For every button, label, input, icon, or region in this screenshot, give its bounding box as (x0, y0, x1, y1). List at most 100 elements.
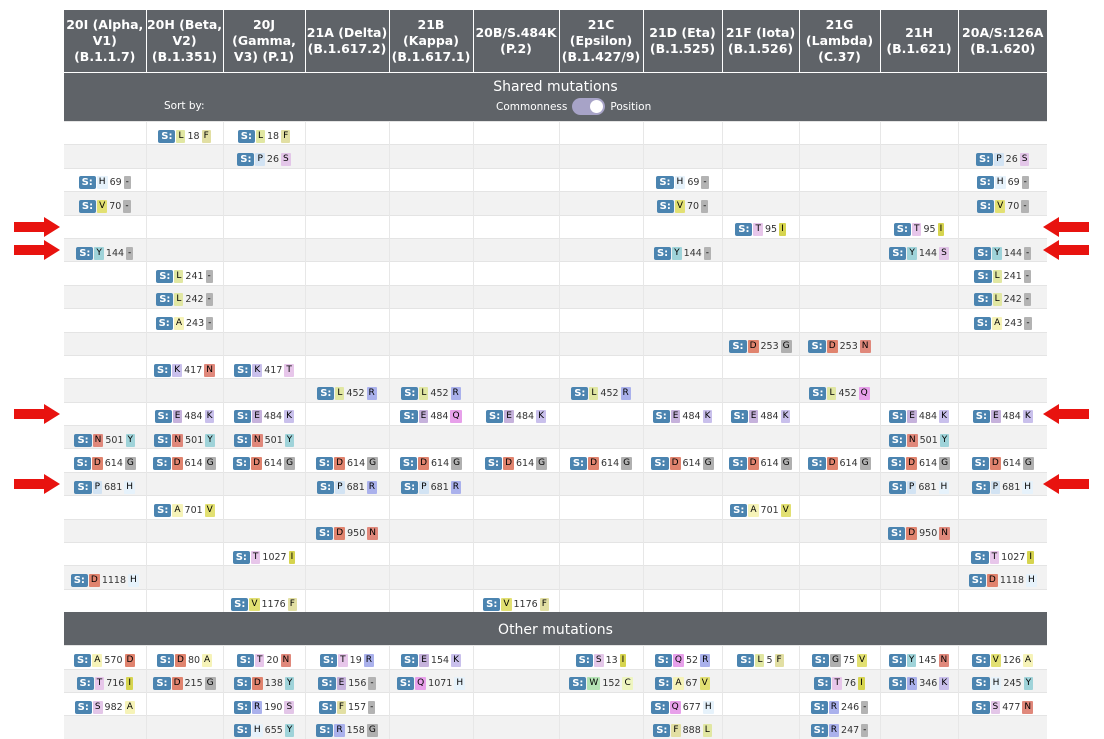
mutation-badge[interactable]: S: D 614 G (232, 457, 296, 471)
mutation-badge[interactable]: S: Y 144- (76, 246, 134, 260)
mutation-badge[interactable]: S: F 888 L (653, 724, 712, 738)
mutation-badge[interactable]: S: Y 144 S (889, 246, 949, 260)
variant-header-21a-delta[interactable]: 21A (Delta) (B.1.617.2) (305, 10, 390, 73)
mutation-badge[interactable]: S: P 681 H (888, 480, 950, 494)
mutation-badge[interactable]: S: L 5 F (737, 653, 784, 667)
mutation-badge[interactable]: S: A 67 V (655, 677, 710, 691)
variant-header-20h-beta[interactable]: 20H (Beta, V2) (B.1.351) (146, 10, 224, 73)
mutation-badge[interactable]: S: N 501 Y (74, 433, 136, 447)
mutation-badge[interactable]: S: E 156- (318, 677, 376, 691)
mutation-badge[interactable]: S: D 614 G (153, 457, 216, 471)
mutation-badge[interactable]: S: Y 144- (653, 246, 712, 260)
mutation-badge[interactable]: S: G 75 V (811, 653, 868, 667)
mutation-badge[interactable]: S: L 452 R (401, 386, 461, 400)
mutation-badge[interactable]: S: V 1176 F (483, 597, 549, 611)
mutation-badge[interactable]: S: D 614 G (73, 457, 136, 471)
mutation-badge[interactable]: S: V 70- (78, 199, 131, 213)
mutation-badge[interactable]: S: D 1118 H (70, 574, 139, 588)
mutation-badge[interactable]: S: A 701 V (154, 503, 215, 517)
mutation-badge[interactable]: S: H 69- (78, 176, 131, 190)
mutation-badge[interactable]: S: L 452 Q (809, 386, 870, 400)
mutation-badge[interactable]: S: L 18 F (237, 129, 291, 143)
mutation-badge[interactable]: S: D 614 G (887, 457, 951, 471)
mutation-badge[interactable]: S: V 70- (656, 199, 709, 213)
sort-option-position[interactable]: Position (610, 100, 652, 113)
mutation-badge[interactable]: S: L 242- (156, 293, 213, 307)
mutation-badge[interactable]: S: P 681 R (316, 480, 378, 494)
mutation-badge[interactable]: S: E 484 K (234, 410, 294, 424)
mutation-badge[interactable]: S: L 242- (974, 293, 1032, 307)
mutation-badge[interactable]: S: D 614 G (315, 457, 379, 471)
mutation-badge[interactable]: S: D 614 G (808, 457, 871, 471)
mutation-badge[interactable]: S: E 484 K (154, 410, 215, 424)
mutation-badge[interactable]: S: W 152 C (569, 677, 633, 691)
mutation-badge[interactable]: S: H 655 Y (233, 724, 295, 738)
variant-header-20j-gamma[interactable]: 20J (Gamma, V3) (P.1) (223, 10, 306, 73)
mutation-badge[interactable]: S: D 80 A (156, 653, 213, 667)
mutation-badge[interactable]: S: T 20 N (236, 653, 292, 667)
mutation-badge[interactable]: S: D 614 G (399, 457, 463, 471)
mutation-badge[interactable]: S: D 950 N (315, 527, 378, 541)
mutation-badge[interactable]: S: R 190 S (233, 700, 295, 714)
mutation-badge[interactable]: S: L 241- (156, 270, 213, 284)
mutation-badge[interactable]: S: D 215 G (153, 677, 216, 691)
mutation-badge[interactable]: S: R 247- (810, 724, 869, 738)
mutation-badge[interactable]: S: A 243- (155, 316, 214, 330)
variant-header-21f-iota[interactable]: 21F (Iota) (B.1.526) (722, 10, 800, 73)
mutation-badge[interactable]: S: D 614 G (651, 457, 714, 471)
mutation-badge[interactable]: S: D 138 Y (233, 677, 295, 691)
variant-header-20i-alpha[interactable]: 20I (Alpha, V1) (B.1.1.7) (64, 10, 147, 73)
mutation-badge[interactable]: S: Q 52 R (654, 653, 711, 667)
mutation-badge[interactable]: S: L 452 R (571, 386, 631, 400)
variant-header-20b-s484k[interactable]: 20B/S.484K (P.2) (473, 10, 560, 73)
mutation-badge[interactable]: S: P 681 H (972, 480, 1034, 494)
mutation-badge[interactable]: S: D 614 G (971, 457, 1034, 471)
mutation-badge[interactable]: S: Y 144- (974, 246, 1032, 260)
mutation-badge[interactable]: S: F 157- (318, 700, 376, 714)
mutation-badge[interactable]: S: T 1027 I (232, 550, 296, 564)
mutation-badge[interactable]: S: D 950 N (887, 527, 950, 541)
mutation-badge[interactable]: S: Q 677 H (651, 700, 714, 714)
mutation-badge[interactable]: S: A 701 V (730, 503, 791, 517)
mutation-badge[interactable]: S: S 982 A (74, 700, 135, 714)
mutation-badge[interactable]: S: D 253 N (808, 340, 871, 354)
mutation-badge[interactable]: S: R 346 K (888, 677, 950, 691)
mutation-badge[interactable]: S: E 484 K (486, 410, 546, 424)
mutation-badge[interactable]: S: L 452 R (317, 386, 377, 400)
variant-header-20a-s126a[interactable]: 20A/S:126A (B.1.620) (958, 10, 1047, 73)
mutation-badge[interactable]: S: V 126 A (972, 653, 1034, 667)
mutation-badge[interactable]: S: S 477 N (972, 700, 1034, 714)
mutation-badge[interactable]: S: P 26 S (237, 153, 291, 167)
mutation-badge[interactable]: S: E 484 K (652, 410, 713, 424)
mutation-badge[interactable]: S: D 1118 H (968, 574, 1037, 588)
mutation-badge[interactable]: S: N 501 Y (888, 433, 950, 447)
sort-toggle[interactable]: Commonness Position (496, 98, 651, 115)
mutation-badge[interactable]: S: E 484 K (730, 410, 791, 424)
mutation-badge[interactable]: S: R 246- (810, 700, 869, 714)
mutation-badge[interactable]: S: D 614 G (569, 457, 633, 471)
variant-header-21c-epsilon[interactable]: 21C (Epsilon) (B.1.427/9) (559, 10, 644, 73)
variant-header-21h[interactable]: 21H (B.1.621) (880, 10, 959, 73)
mutation-badge[interactable]: S: T 95 I (735, 223, 786, 237)
mutation-badge[interactable]: S: K 417 T (234, 363, 294, 377)
sort-option-commonness[interactable]: Commonness (496, 100, 568, 113)
mutation-badge[interactable]: S: V 70- (976, 199, 1029, 213)
mutation-badge[interactable]: S: P 26 S (976, 153, 1030, 167)
mutation-badge[interactable]: S: N 501 Y (154, 433, 215, 447)
mutation-badge[interactable]: S: H 69- (656, 176, 709, 190)
mutation-badge[interactable]: S: P 681 H (74, 480, 136, 494)
mutation-badge[interactable]: S: T 95 I (893, 223, 945, 237)
mutation-badge[interactable]: S: T 19 R (319, 653, 375, 667)
mutation-badge[interactable]: S: Q 1071 H (396, 677, 466, 691)
mutation-badge[interactable]: S: E 484 K (889, 410, 949, 424)
mutation-badge[interactable]: S: L 241- (974, 270, 1032, 284)
mutation-badge[interactable]: S: H 245 Y (972, 677, 1034, 691)
mutation-badge[interactable]: S: T 1027 I (971, 550, 1035, 564)
mutation-badge[interactable]: S: E 484 Q (400, 410, 462, 424)
mutation-badge[interactable]: S: T 716 I (76, 677, 133, 691)
mutation-badge[interactable]: S: R 158 G (316, 724, 378, 738)
mutation-badge[interactable]: S: L 18 F (158, 129, 211, 143)
variant-header-21d-eta[interactable]: 21D (Eta) (B.1.525) (643, 10, 723, 73)
mutation-badge[interactable]: S: D 253 G (729, 340, 792, 354)
mutation-badge[interactable]: S: T 76 I (814, 677, 865, 691)
